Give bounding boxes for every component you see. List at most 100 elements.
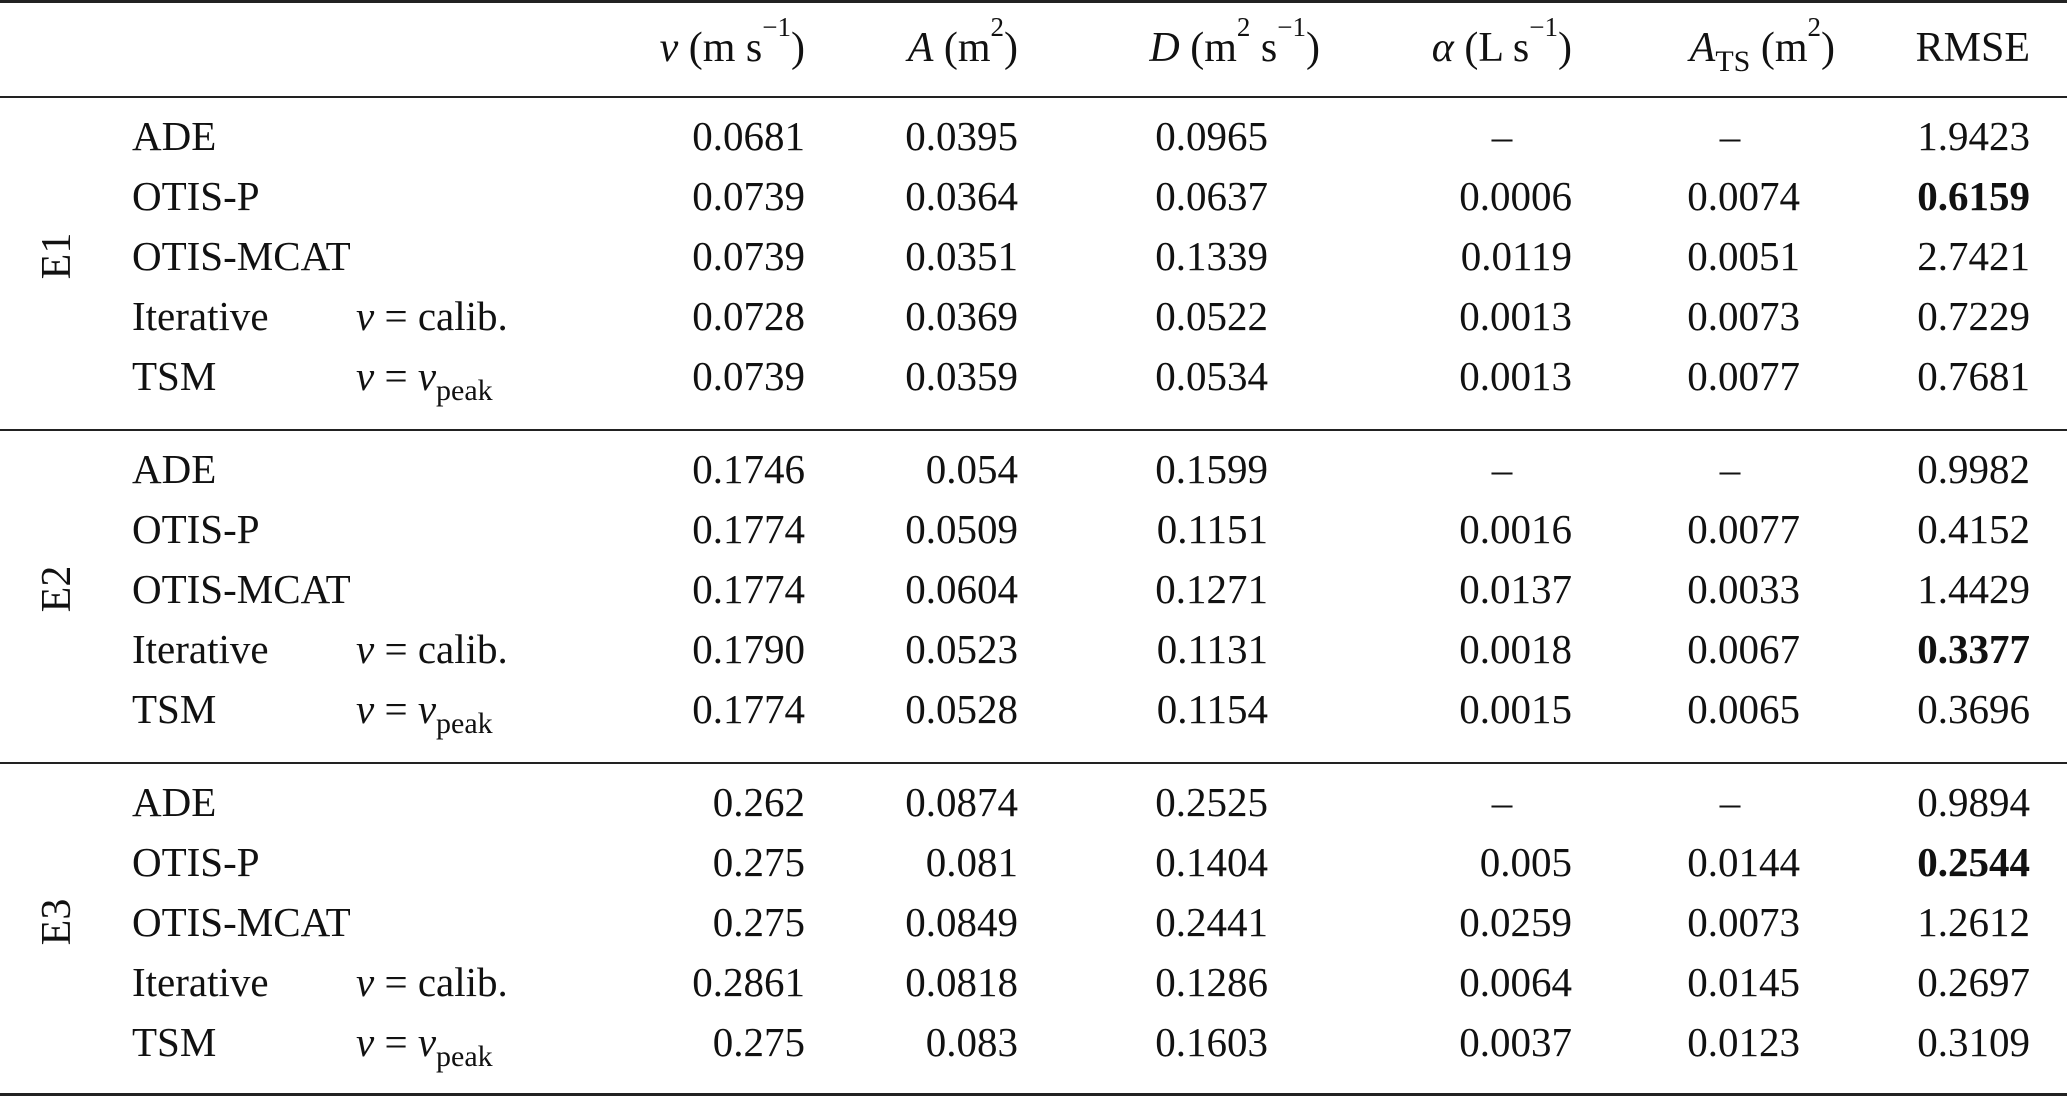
method-name: ADE [132, 446, 217, 492]
method-name: ADE [132, 113, 217, 159]
group-label: E3 [34, 898, 80, 946]
note-rhs: v [417, 1019, 437, 1065]
method-name: OTIS-P [132, 839, 260, 885]
cell-v: 0.0739 [692, 353, 805, 399]
cell-rmse: 0.9894 [1917, 779, 2030, 825]
cell-alpha: 0.0013 [1459, 353, 1572, 399]
cell-A: 0.0509 [905, 506, 1018, 552]
note-equals: = [374, 1019, 418, 1065]
cell-D: 0.0637 [1155, 173, 1268, 219]
cell-rmse: 0.6159 [1917, 173, 2030, 219]
note-rhs: calib. [417, 626, 508, 672]
top-rule [0, 0, 2067, 3]
note-equals: = [374, 353, 418, 399]
group-rule-2 [0, 762, 2067, 764]
cell-rmse: 0.7681 [1917, 353, 2030, 399]
cell-D: 0.2441 [1155, 899, 1268, 945]
method-name: TSM [132, 353, 217, 399]
header-alpha: α (L s−1) [1431, 12, 1572, 72]
cell-rmse: 0.2544 [1917, 839, 2030, 885]
note-subscript: peak [436, 1040, 493, 1073]
cell-A: 0.054 [925, 446, 1018, 492]
cell-rmse: 0.7229 [1917, 293, 2030, 339]
cell-alpha: 0.0037 [1459, 1019, 1572, 1065]
note-lhs: v [356, 1019, 375, 1065]
cell-alpha: 0.0016 [1459, 506, 1572, 552]
note-equals: = [374, 293, 418, 339]
header-area: A (m2) [907, 12, 1018, 72]
cell-A: 0.0369 [905, 293, 1018, 339]
velocity-note: v = vpeak [356, 684, 556, 739]
cell-A: 0.083 [925, 1019, 1018, 1065]
cell-rmse: 1.9423 [1917, 113, 2030, 159]
cell-D: 0.1154 [1156, 686, 1268, 732]
cell-ats: 0.0067 [1687, 626, 1800, 672]
cell-ats: 0.0065 [1687, 686, 1800, 732]
note-subscript: peak [436, 374, 493, 407]
note-rhs: v [417, 353, 437, 399]
header-storage-area: ATS (m2) [1689, 12, 1835, 78]
cell-D: 0.2525 [1155, 779, 1268, 825]
cell-A: 0.081 [925, 839, 1018, 885]
note-lhs: v [356, 293, 375, 339]
cell-ats: – [1719, 113, 1741, 159]
cell-ats: – [1719, 446, 1741, 492]
note-equals: = [374, 626, 418, 672]
method-name: Iterative [132, 293, 269, 339]
cell-D: 0.0534 [1155, 353, 1268, 399]
cell-alpha: 0.0137 [1459, 566, 1572, 612]
cell-A: 0.0359 [905, 353, 1018, 399]
cell-A: 0.0528 [905, 686, 1018, 732]
note-lhs: v [356, 353, 375, 399]
method-name: Iterative [132, 959, 269, 1005]
group-rule-1 [0, 429, 2067, 431]
method-name: OTIS-MCAT [132, 233, 351, 279]
method-name: OTIS-P [132, 173, 260, 219]
cell-rmse: 0.3696 [1917, 686, 2030, 732]
cell-alpha: – [1491, 779, 1513, 825]
cell-rmse: 2.7421 [1917, 233, 2030, 279]
method-name: OTIS-P [132, 506, 260, 552]
cell-D: 0.1599 [1155, 446, 1268, 492]
cell-alpha: 0.0119 [1460, 233, 1572, 279]
velocity-note: v = vpeak [356, 1017, 556, 1072]
note-lhs: v [356, 959, 375, 1005]
cell-v: 0.2861 [692, 959, 805, 1005]
cell-ats: 0.0144 [1687, 839, 1800, 885]
cell-A: 0.0818 [905, 959, 1018, 1005]
cell-D: 0.1271 [1155, 566, 1268, 612]
cell-rmse: 0.2697 [1917, 959, 2030, 1005]
cell-D: 0.0965 [1155, 113, 1268, 159]
header-rmse: RMSE [1915, 25, 2030, 71]
cell-D: 0.0522 [1155, 293, 1268, 339]
cell-ats: 0.0051 [1687, 233, 1800, 279]
cell-D: 0.1339 [1155, 233, 1268, 279]
method-name: TSM [132, 686, 217, 732]
note-subscript: peak [436, 707, 493, 740]
cell-ats: 0.0033 [1687, 566, 1800, 612]
cell-A: 0.0849 [905, 899, 1018, 945]
cell-D: 0.1404 [1155, 839, 1268, 885]
cell-v: 0.275 [712, 1019, 805, 1065]
cell-rmse: 0.3109 [1917, 1019, 2030, 1065]
cell-rmse: 0.9982 [1917, 446, 2030, 492]
cell-ats: 0.0077 [1687, 353, 1800, 399]
cell-v: 0.1790 [692, 626, 805, 672]
cell-v: 0.1746 [692, 446, 805, 492]
note-equals: = [374, 686, 418, 732]
method-name: ADE [132, 779, 217, 825]
cell-ats: 0.0145 [1687, 959, 1800, 1005]
cell-D: 0.1286 [1155, 959, 1268, 1005]
cell-rmse: 0.4152 [1917, 506, 2030, 552]
cell-rmse: 1.4429 [1917, 566, 2030, 612]
cell-alpha: 0.0006 [1459, 173, 1572, 219]
cell-v: 0.262 [712, 779, 805, 825]
cell-alpha: 0.0015 [1459, 686, 1572, 732]
note-lhs: v [356, 626, 375, 672]
cell-alpha: 0.0013 [1459, 293, 1572, 339]
cell-v: 0.0728 [692, 293, 805, 339]
cell-alpha: 0.0018 [1459, 626, 1572, 672]
velocity-note: v = calib. [356, 624, 556, 674]
cell-v: 0.1774 [692, 686, 805, 732]
cell-A: 0.0604 [905, 566, 1018, 612]
